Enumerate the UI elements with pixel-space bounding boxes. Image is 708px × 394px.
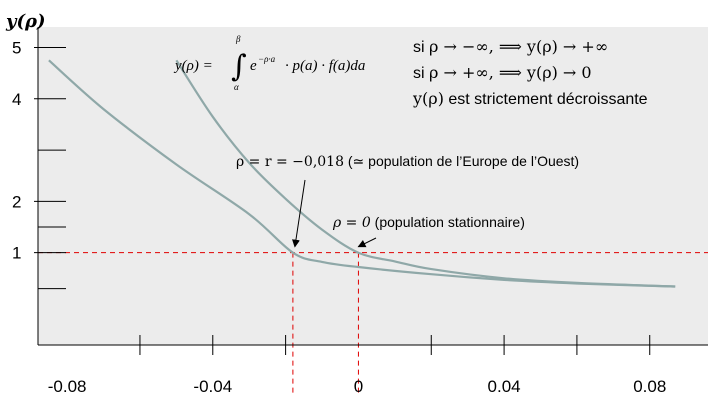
reference-lines	[38, 252, 708, 394]
annotation-arrows	[291, 179, 377, 248]
annotation-europe-math: ρ = r = −0,018	[236, 154, 344, 170]
annotation-europe-text: (≃ population de l’Europe de l’Ouest)	[344, 153, 579, 169]
annotation-arrow-0	[291, 179, 306, 248]
annotation-stationary-text: (population stationnaire)	[371, 214, 525, 230]
note-2: si ρ → +∞, ⟹ y(ρ) → 0	[413, 63, 592, 82]
plot-area	[38, 27, 708, 345]
note-3-math: y(ρ)	[412, 89, 444, 108]
note-1-prefix: si	[413, 39, 429, 56]
annotation-europe: ρ = r = −0,018 (≃ population de l’Europe…	[236, 153, 579, 170]
note-3-suffix: est strictement décroissante	[444, 91, 648, 108]
formula-lower-bound: α	[234, 82, 239, 92]
note-2-prefix: si	[413, 65, 429, 82]
series-curve-1	[175, 59, 676, 288]
x-tick-label-3: 0.04	[488, 377, 521, 394]
formula-exponent: −ρ·a	[258, 54, 276, 64]
y-tick-label-1: 2	[12, 192, 21, 211]
axes	[37, 27, 708, 346]
x-tick-label-1: -0.04	[193, 377, 232, 394]
y-axis-title: y(ρ)	[5, 11, 45, 32]
note-1: si ρ → −∞, ⟹ y(ρ) → +∞	[413, 37, 608, 56]
x-tick-label-0: -0.08	[48, 377, 87, 394]
formula: y(ρ) = ∫ β α e −ρ·a · p(a) · f(a)da	[173, 34, 365, 92]
formula-lhs: y(ρ) =	[173, 58, 213, 74]
formula-rest: · p(a) · f(a)da	[285, 58, 365, 74]
formula-integrand: e	[250, 58, 257, 74]
notes: si ρ → −∞, ⟹ y(ρ) → +∞ si ρ → +∞, ⟹ y(ρ)…	[412, 37, 648, 108]
y-ticks: 1 2 4 5	[12, 39, 66, 290]
annotation-stationary: ρ = 0 (population stationnaire)	[332, 214, 525, 231]
y-tick-label-2: 4	[12, 90, 21, 109]
y-tick-label-3: 5	[12, 39, 21, 58]
curves	[48, 59, 676, 288]
x-tick-label-2: 0	[354, 377, 363, 394]
annotation-arrow-1	[357, 237, 377, 248]
y-tick-label-0: 1	[12, 244, 21, 263]
note-2-math: ρ → +∞, ⟹ y(ρ) → 0	[429, 63, 592, 82]
annotation-stationary-math: ρ = 0	[332, 215, 371, 231]
note-1-math: ρ → −∞, ⟹ y(ρ) → +∞	[429, 37, 608, 56]
note-3: y(ρ) est strictement décroissante	[412, 89, 648, 108]
annotations: ρ = r = −0,018 (≃ population de l’Europe…	[236, 153, 579, 248]
integral-sign: ∫	[231, 49, 247, 84]
x-tick-label-4: 0.08	[633, 377, 666, 394]
formula-upper-bound: β	[235, 34, 241, 44]
x-ticks: -0.08 -0.04 0 0.04 0.08	[48, 335, 666, 394]
